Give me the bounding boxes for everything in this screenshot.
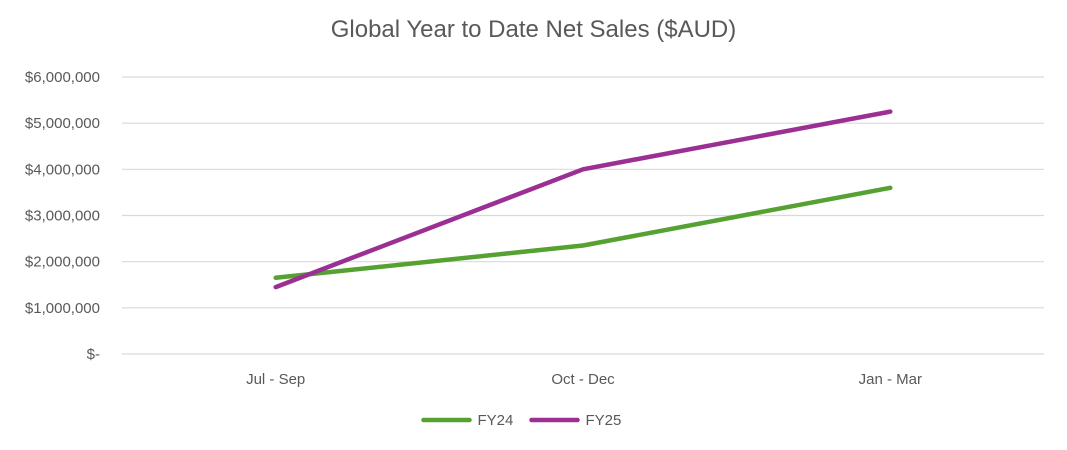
x-tick-label: Jul - Sep — [246, 371, 305, 388]
series-line — [273, 185, 893, 281]
series-fy24 — [273, 185, 893, 281]
gridlines — [122, 76, 1044, 355]
legend-label: FY24 — [478, 412, 514, 429]
x-axis-tick-labels: Jul - Sep Oct - Dec Jan - Mar — [246, 371, 922, 388]
series-fy25 — [273, 109, 893, 290]
y-tick-label: $5,000,000 — [25, 115, 100, 132]
series-line — [273, 109, 893, 290]
legend-item-fy24: FY24 — [421, 412, 514, 429]
y-tick-label: $1,000,000 — [25, 300, 100, 317]
y-tick-label: $3,000,000 — [25, 208, 100, 225]
series-lines — [273, 109, 893, 290]
chart-title: Global Year to Date Net Sales ($AUD) — [330, 16, 737, 43]
y-tick-label: $2,000,000 — [25, 254, 100, 271]
x-tick-label: Jan - Mar — [859, 371, 922, 388]
legend: FY24 FY25 — [421, 412, 622, 429]
legend-label: FY25 — [586, 412, 622, 429]
y-tick-label: $- — [87, 346, 100, 363]
y-tick-label: $6,000,000 — [25, 69, 100, 86]
y-axis-tick-labels: $- $1,000,000 $2,000,000 $3,000,000 $4,000,0… — [25, 69, 100, 363]
legend-item-fy25: FY25 — [529, 412, 622, 429]
y-tick-label: $4,000,000 — [25, 161, 100, 178]
x-tick-label: Oct - Dec — [551, 371, 615, 388]
